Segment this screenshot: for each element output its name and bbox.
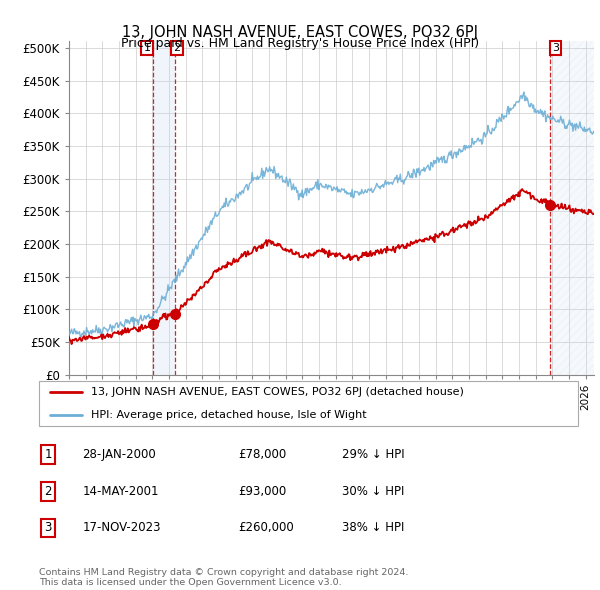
Bar	[154, 41, 175, 375]
Text: 2: 2	[173, 43, 181, 53]
Text: 1: 1	[44, 448, 52, 461]
Text: 2: 2	[44, 484, 52, 498]
Text: 13, JOHN NASH AVENUE, EAST COWES, PO32 6PJ (detached house): 13, JOHN NASH AVENUE, EAST COWES, PO32 6…	[91, 388, 463, 398]
Text: £78,000: £78,000	[238, 448, 286, 461]
Text: 3: 3	[44, 522, 52, 535]
Text: £93,000: £93,000	[238, 484, 286, 498]
Text: 38% ↓ HPI: 38% ↓ HPI	[342, 522, 404, 535]
Text: HPI: Average price, detached house, Isle of Wight: HPI: Average price, detached house, Isle…	[91, 409, 366, 419]
Text: 28-JAN-2000: 28-JAN-2000	[82, 448, 156, 461]
Text: 1: 1	[143, 43, 151, 53]
Text: 3: 3	[552, 43, 559, 53]
Text: Contains HM Land Registry data © Crown copyright and database right 2024.
This d: Contains HM Land Registry data © Crown c…	[39, 568, 409, 587]
Text: Price paid vs. HM Land Registry's House Price Index (HPI): Price paid vs. HM Land Registry's House …	[121, 37, 479, 50]
Text: 29% ↓ HPI: 29% ↓ HPI	[342, 448, 404, 461]
Text: £260,000: £260,000	[238, 522, 294, 535]
Text: 13, JOHN NASH AVENUE, EAST COWES, PO32 6PJ: 13, JOHN NASH AVENUE, EAST COWES, PO32 6…	[122, 25, 478, 40]
FancyBboxPatch shape	[39, 381, 578, 426]
Bar	[550, 41, 594, 375]
Text: 17-NOV-2023: 17-NOV-2023	[82, 522, 161, 535]
Text: 30% ↓ HPI: 30% ↓ HPI	[342, 484, 404, 498]
Text: 14-MAY-2001: 14-MAY-2001	[82, 484, 159, 498]
